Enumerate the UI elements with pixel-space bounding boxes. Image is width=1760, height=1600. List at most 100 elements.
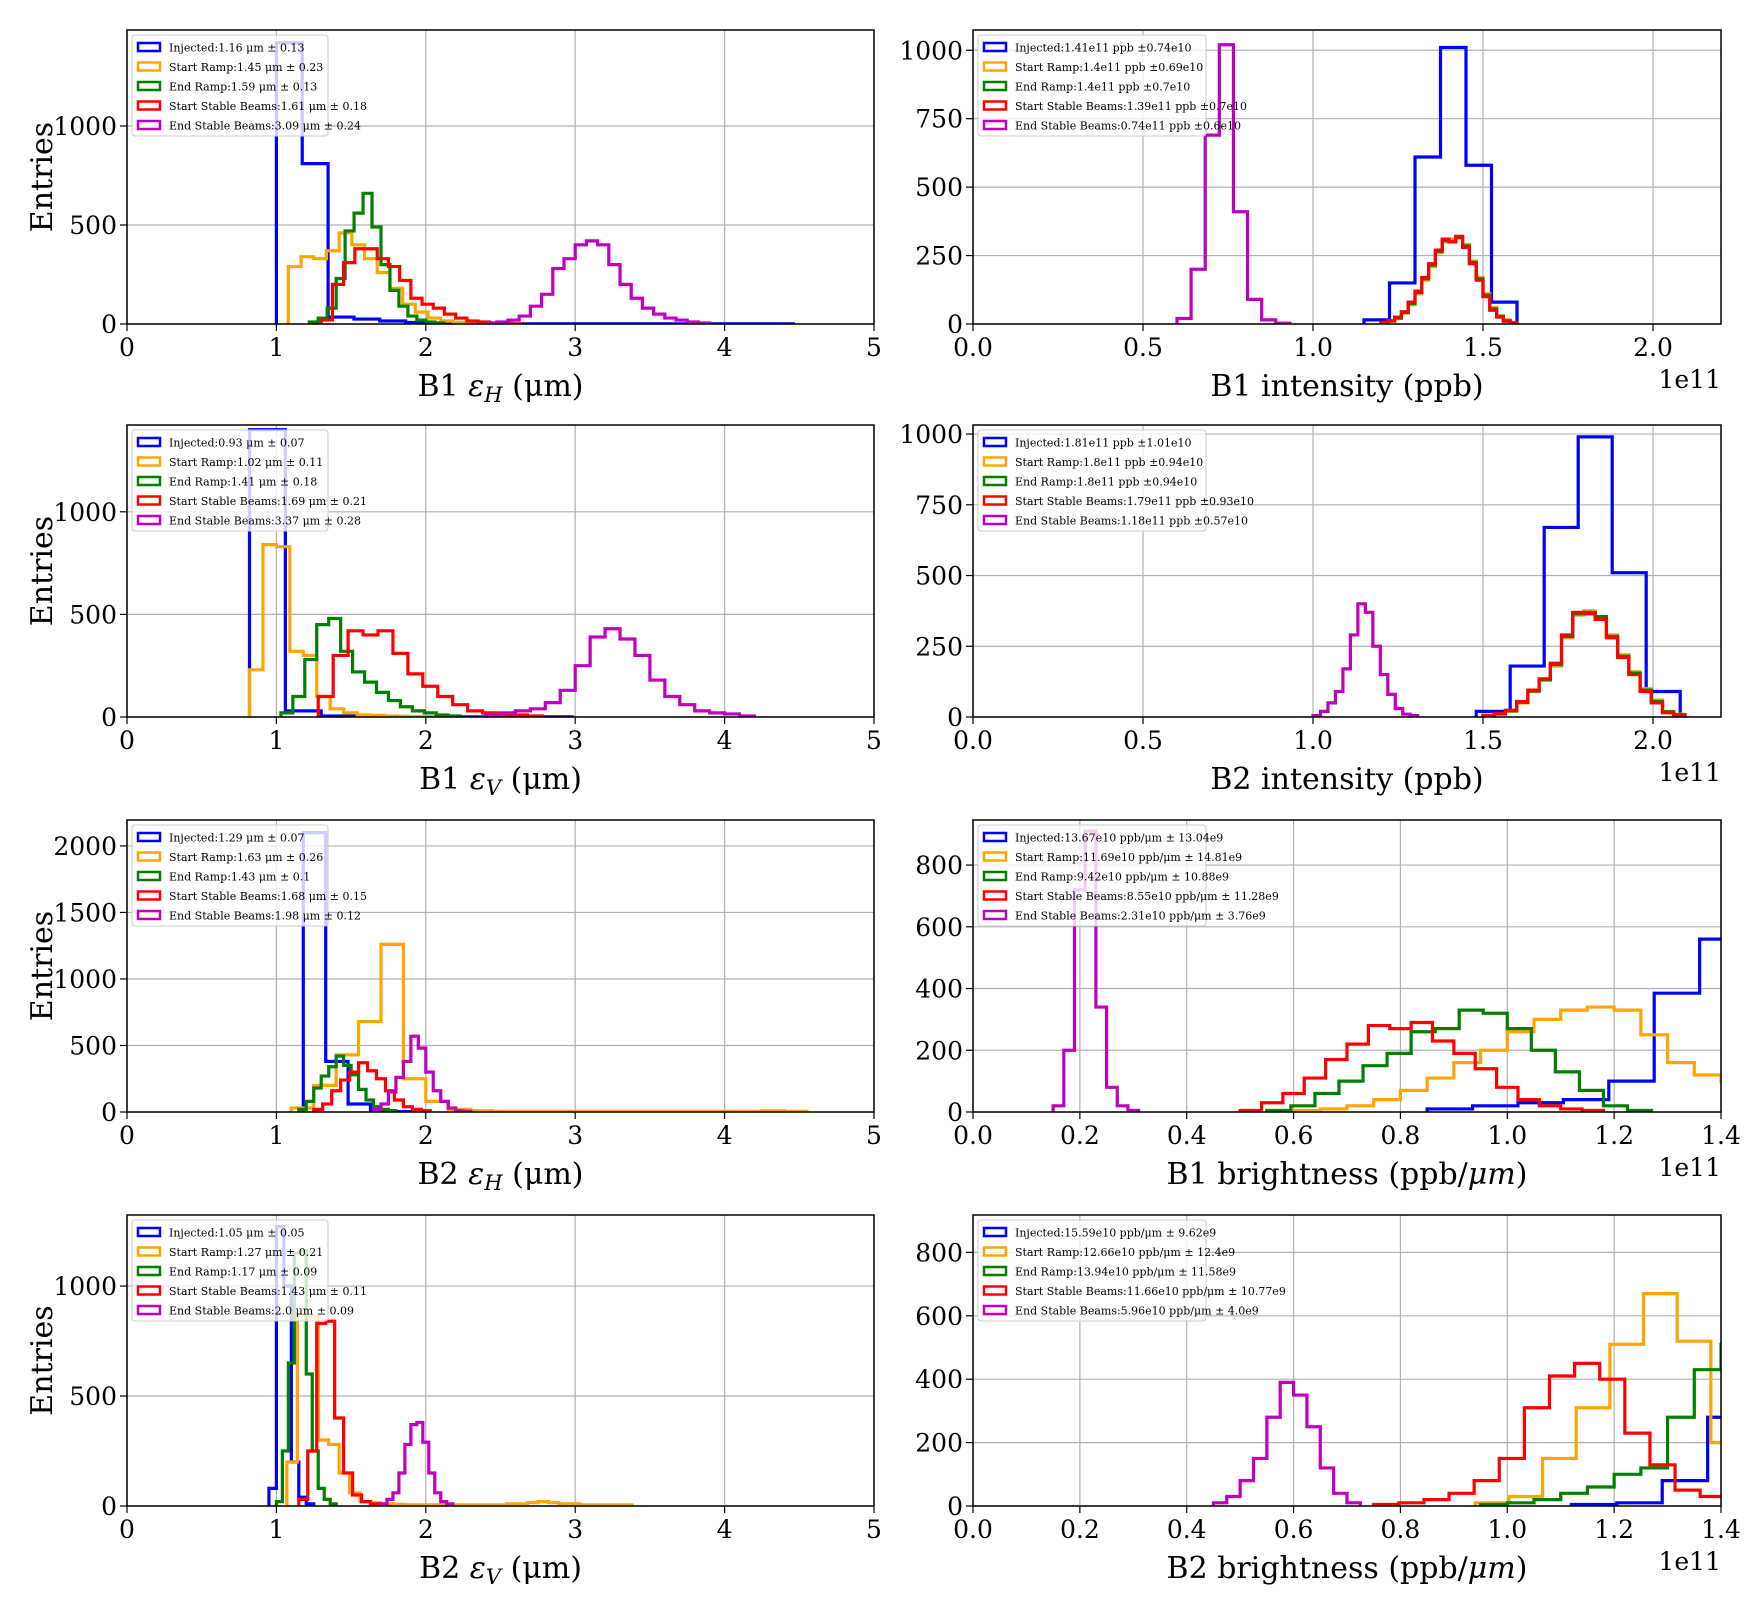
- legend-swatch: [136, 831, 162, 843]
- hist-injected: [1362, 45, 1519, 324]
- axes-frame: [126, 424, 875, 718]
- x-label-text: B1 intensity (ppb): [1210, 369, 1483, 404]
- y-tick-label: 600: [915, 1302, 963, 1331]
- hist-end-ramp: [1265, 1008, 1654, 1112]
- x-tick-label: 3: [567, 1515, 583, 1544]
- legend-label: End Ramp:1.4e11 ppb ±0.7e10: [1015, 81, 1190, 94]
- x-tick-label: 5: [866, 333, 882, 362]
- legend-label: Start Ramp:1.4e11 ppb ±0.69e10: [1015, 61, 1203, 74]
- x-tick-label: 0.2: [1060, 1515, 1100, 1544]
- x-tick-label: 0.6: [1274, 1515, 1314, 1544]
- legend-label: Start Stable Beams:1.68 μm ± 0.15: [169, 890, 367, 903]
- legend-swatch: [136, 851, 162, 862]
- x-tick-label: 0.8: [1381, 1515, 1421, 1544]
- x-tick-label: 0.4: [1167, 1515, 1207, 1544]
- legend-label: Injected:1.81e11 ppb ±1.01e10: [1015, 437, 1192, 450]
- hist-injected: [1474, 435, 1682, 717]
- x-tick-label: 1.0: [1487, 1121, 1527, 1150]
- y-tick-label: 800: [915, 851, 963, 880]
- legend-swatch: [136, 41, 162, 53]
- legend-label: Start Stable Beams:1.69 μm ± 0.21: [169, 495, 367, 508]
- x-tick-label: 1.5: [1463, 333, 1503, 362]
- legend-label: End Stable Beams:1.98 μm ± 0.12: [169, 910, 361, 923]
- hist-end-stable-beams: [1311, 602, 1420, 717]
- legend-label: Start Ramp:1.02 μm ± 0.11: [169, 456, 323, 469]
- x-tick-label: 5: [866, 1515, 882, 1544]
- x-tick-label: 0: [119, 726, 135, 755]
- x-label-text: (μm): [503, 1157, 584, 1192]
- x-tick-label: 1.2: [1594, 1515, 1634, 1544]
- x-tick-label: 2: [418, 1121, 434, 1150]
- x-tick-label: 4: [717, 333, 733, 362]
- axes-frame: [972, 819, 1722, 1113]
- legend-swatch: [136, 1285, 162, 1296]
- legend-swatch: [136, 890, 162, 901]
- axes-frame: [972, 29, 1722, 325]
- x-tick-label: 0.6: [1274, 1121, 1314, 1150]
- y-axis-label: Entries: [25, 122, 60, 232]
- legend-swatch: [982, 80, 1008, 92]
- x-label-symbol: μm: [1468, 1157, 1516, 1192]
- y-tick-label: 0: [101, 310, 117, 339]
- x-axis-label: B2 εH (μm): [418, 1157, 584, 1195]
- x-tick-label: 5: [866, 726, 882, 755]
- x-label-text: B1 brightness (ppb/: [1167, 1157, 1469, 1192]
- legend-swatch: [136, 436, 162, 448]
- x-label-text: ): [1516, 1157, 1528, 1192]
- legend-swatch: [136, 909, 162, 921]
- legend: Injected:1.41e11 ppb ±0.74e10 Start Ramp:…: [977, 34, 1247, 137]
- x-offset-label: 1e11: [1658, 1547, 1721, 1576]
- x-offset-label: 1e11: [1658, 1153, 1721, 1182]
- legend-box: [977, 1219, 1207, 1322]
- hist-injected: [267, 1225, 316, 1506]
- legend-label: End Ramp:1.59 μm ± 0.13: [169, 81, 317, 94]
- legend-swatch: [136, 119, 162, 131]
- legend-swatch: [982, 909, 1008, 921]
- hist-end-ramp: [1478, 1342, 1721, 1506]
- y-tick-label: 0: [101, 1492, 117, 1521]
- x-offset-label: 1e11: [1658, 758, 1721, 787]
- legend-label: End Stable Beams:0.74e11 ppb ±0.6e10: [1015, 120, 1241, 133]
- x-label-text: ): [1516, 1551, 1528, 1586]
- x-label-symbol: μm: [1468, 1551, 1516, 1586]
- x-tick-label: 2: [418, 333, 434, 362]
- legend-swatch: [982, 831, 1008, 843]
- hist-start-ramp: [1291, 1005, 1721, 1112]
- panel-b1-br: 0.0 0.2 0.4 0.6 0.8 1.0 1.2 1.4 0 200 400 600 800 Inj…: [915, 819, 1741, 1192]
- legend-label: End Stable Beams:5.96e10 ppb/μm ± 4.0e9: [1015, 1305, 1259, 1318]
- legend-label: End Stable Beams:2.31e10 ppb/μm ± 3.76e9: [1015, 910, 1266, 923]
- legend-label: Injected:13.67e10 ppb/μm ± 13.04e9: [1015, 832, 1223, 845]
- legend-label: End Stable Beams:3.09 μm ± 0.24: [169, 120, 361, 133]
- legend-label: Start Ramp:12.66e10 ppb/μm ± 12.4e9: [1015, 1246, 1235, 1259]
- legend-label: End Stable Beams:1.18e11 ppb ±0.57e10: [1015, 515, 1248, 528]
- x-tick-label: 2.0: [1633, 726, 1673, 755]
- y-tick-label: 1000: [899, 36, 963, 65]
- x-label-subscript: H: [483, 383, 503, 407]
- panel-b2-int: 0.0 0.5 1.0 1.5 2.0 0 250 500 750 1000 Injected:1.…: [899, 420, 1722, 797]
- legend-swatch: [982, 890, 1008, 901]
- x-axis-label: B1 εH (μm): [418, 369, 584, 407]
- x-tick-label: 0.2: [1060, 1121, 1100, 1150]
- hist-end-stable-beams: [379, 1420, 455, 1506]
- legend-swatch: [982, 475, 1008, 487]
- legend-swatch: [982, 851, 1008, 862]
- panel-b2-eh: 0 1 2 3 4 5 0 500 1000 1500 2000 Injected:1.29 μm ±…: [25, 819, 882, 1195]
- legend-swatch: [982, 1304, 1008, 1316]
- x-label-text: B2: [418, 1157, 469, 1192]
- axes-frame: [126, 819, 875, 1113]
- x-label-subscript: V: [486, 1565, 503, 1589]
- x-tick-label: 0.0: [953, 333, 993, 362]
- y-tick-label: 500: [915, 173, 963, 202]
- panel-b1-eh: 0 1 2 3 4 5 0 500 1000 Injected:1.16 μm ± 0.13 Sta…: [25, 29, 882, 407]
- hist-end-stable-beams: [483, 627, 757, 717]
- x-tick-label: 0.5: [1123, 726, 1163, 755]
- hist-start-stable-beams: [1481, 610, 1687, 717]
- x-tick-label: 0.0: [953, 1515, 993, 1544]
- legend-label: Injected:0.93 μm ± 0.07: [169, 437, 304, 450]
- hist-end-stable-beams: [483, 239, 712, 324]
- x-tick-label: 2: [418, 1515, 434, 1544]
- x-tick-label: 1.2: [1594, 1121, 1634, 1150]
- x-axis-label: B1 intensity (ppb): [1210, 369, 1483, 404]
- x-tick-label: 0.8: [1381, 1121, 1421, 1150]
- legend-label: Injected:1.41e11 ppb ±0.74e10: [1015, 42, 1192, 55]
